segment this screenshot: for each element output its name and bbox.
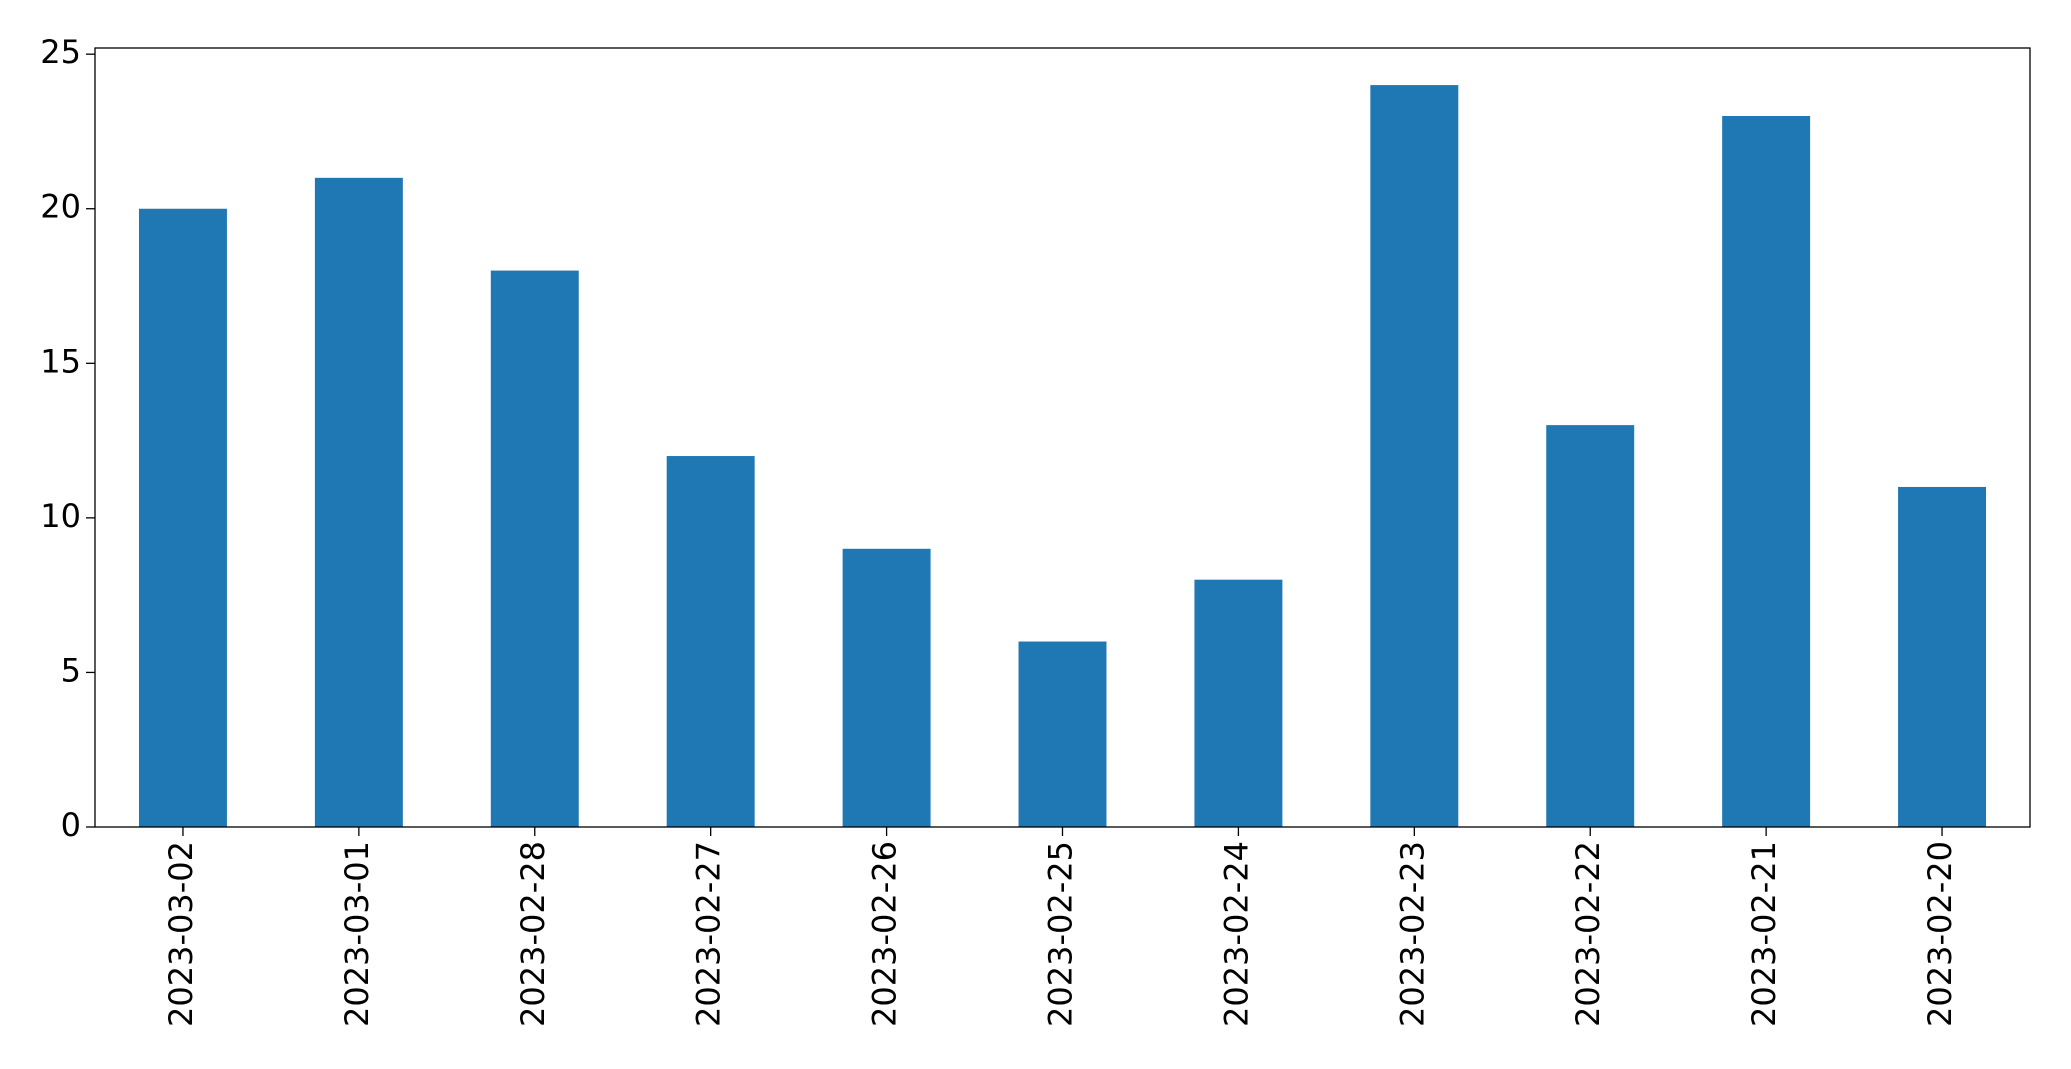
x-tick-label: 2023-02-22 [1569, 841, 1607, 1027]
bar [1370, 85, 1459, 828]
bar [1018, 641, 1107, 827]
x-tick-label: 2023-02-28 [514, 841, 552, 1027]
y-tick-label: 25 [40, 33, 81, 71]
x-tick-label: 2023-02-23 [1393, 841, 1431, 1027]
bar [1722, 116, 1811, 827]
bar [490, 270, 579, 828]
y-tick-label: 5 [61, 651, 81, 689]
bar [1194, 579, 1283, 827]
x-tick-label: 2023-02-25 [1042, 841, 1080, 1027]
y-tick-label: 0 [61, 806, 81, 844]
y-tick-label: 15 [40, 342, 81, 380]
bar [666, 456, 755, 827]
bar [314, 177, 403, 828]
x-tick-label: 2023-03-01 [338, 841, 376, 1027]
bar [1546, 425, 1635, 827]
x-tick-label: 2023-02-26 [866, 841, 904, 1027]
y-tick-label: 20 [40, 188, 81, 226]
x-tick-label: 2023-02-21 [1745, 841, 1783, 1027]
x-tick-label: 2023-02-27 [690, 841, 728, 1027]
x-tick-label: 2023-03-02 [162, 841, 200, 1027]
bar [842, 548, 931, 827]
x-tick-label: 2023-02-20 [1921, 841, 1959, 1027]
y-tick-label: 10 [40, 497, 81, 535]
plot-frame [94, 47, 2031, 828]
bar [138, 208, 227, 827]
bar [1898, 486, 1987, 827]
x-tick-label: 2023-02-24 [1217, 841, 1255, 1027]
